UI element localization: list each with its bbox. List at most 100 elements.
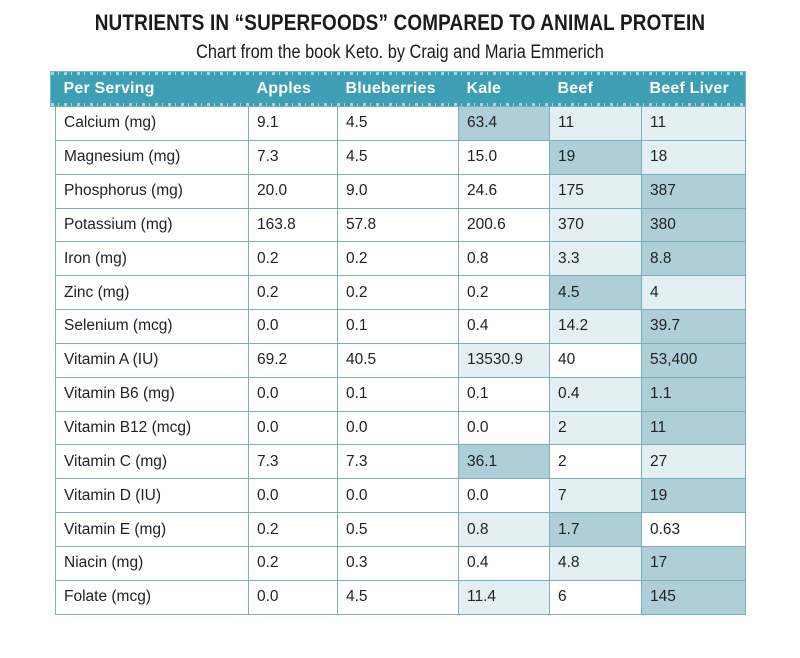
cell-kale: 15.0 (458, 139, 550, 175)
nutrient-table: Per Serving Apples Blueberries Kale Beef Beef… (55, 72, 746, 615)
cell-apples: 0.0 (248, 579, 338, 615)
cell-kale: 0.4 (458, 545, 550, 581)
cell-blueberries: 0.1 (337, 309, 459, 344)
row-label: Vitamin D (IU) (55, 478, 249, 514)
cell-beef-liver: 0.63 (641, 512, 746, 547)
cell-beef: 1.7 (549, 512, 642, 547)
cell-kale: 200.6 (458, 207, 550, 243)
cell-kale: 0.8 (458, 241, 550, 277)
cell-apples: 0.0 (248, 410, 338, 446)
cell-blueberries: 4.5 (337, 106, 459, 141)
row-label: Iron (mg) (55, 241, 249, 277)
cell-apples: 0.0 (248, 376, 338, 412)
table-row: Vitamin D (IU) 0.0 0.0 0.0 7 19 (55, 478, 746, 514)
cell-kale: 36.1 (458, 444, 550, 480)
cell-apples: 7.3 (248, 139, 338, 175)
table-row: Vitamin A (IU) 69.2 40.5 13530.9 40 53,400 (55, 342, 746, 378)
table-row: Potassium (mg) 163.8 57.8 200.6 370 380 (55, 207, 746, 243)
row-label: Vitamin E (mg) (55, 512, 249, 547)
row-label: Vitamin B6 (mg) (55, 376, 249, 412)
cell-blueberries: 7.3 (337, 444, 459, 480)
cell-kale: 11.4 (458, 579, 550, 615)
cell-beef: 2 (549, 444, 642, 480)
table-row: Magnesium (mg) 7.3 4.5 15.0 19 18 (55, 139, 746, 175)
cell-blueberries: 0.5 (337, 512, 459, 547)
table-row: Phosphorus (mg) 20.0 9.0 24.6 175 387 (55, 173, 746, 209)
cell-apples: 0.2 (248, 241, 338, 277)
cell-beef-liver: 380 (641, 207, 746, 243)
table-row: Vitamin E (mg) 0.2 0.5 0.8 1.7 0.63 (55, 512, 746, 547)
cell-beef: 2 (549, 410, 642, 446)
cell-apples: 0.0 (248, 309, 338, 344)
cell-beef: 4.5 (549, 275, 642, 311)
cell-beef: 370 (549, 207, 642, 243)
cell-blueberries: 57.8 (337, 207, 459, 243)
column-header-per-serving: Per Serving (63, 80, 155, 97)
cell-beef-liver: 27 (641, 444, 746, 480)
cell-apples: 0.2 (248, 512, 338, 547)
cell-beef-liver: 18 (641, 139, 746, 175)
row-label: Magnesium (mg) (55, 139, 249, 175)
table-row: Calcium (mg) 9.1 4.5 63.4 11 11 (55, 106, 746, 141)
cell-beef: 3.3 (549, 241, 642, 277)
row-label: Phosphorus (mg) (55, 173, 249, 209)
cell-kale: 0.1 (458, 376, 550, 412)
cell-blueberries: 0.0 (337, 478, 459, 514)
row-label: Potassium (mg) (55, 207, 249, 243)
row-label: Folate (mcg) (55, 579, 249, 615)
table-row: Folate (mcg) 0.0 4.5 11.4 6 145 (55, 579, 746, 615)
cell-kale: 0.0 (458, 410, 550, 446)
cell-kale: 0.2 (458, 275, 550, 311)
chart-subtitle: Chart from the book Keto. by Craig and M… (196, 42, 604, 63)
cell-beef: 6 (549, 579, 642, 615)
cell-beef-liver: 11 (641, 410, 746, 446)
cell-kale: 63.4 (458, 106, 550, 141)
row-label: Calcium (mg) (55, 106, 249, 141)
cell-blueberries: 40.5 (337, 342, 459, 378)
cell-kale: 0.8 (458, 512, 550, 547)
table-body: Calcium (mg) 9.1 4.5 63.4 11 11 Magnesium (mg)… (55, 106, 746, 615)
row-label: Vitamin C (mg) (55, 444, 249, 480)
cell-kale: 0.0 (458, 478, 550, 514)
table-row: Niacin (mg) 0.2 0.3 0.4 4.8 17 (55, 545, 746, 581)
cell-apples: 0.2 (248, 275, 338, 311)
row-label: Zinc (mg) (55, 275, 249, 311)
table-row: Selenium (mcg) 0.0 0.1 0.4 14.2 39.7 (55, 309, 746, 344)
cell-beef: 14.2 (549, 309, 642, 344)
cell-beef-liver: 17 (641, 545, 746, 581)
column-header-blueberries: Blueberries (345, 80, 436, 97)
cell-beef: 40 (549, 342, 642, 378)
cell-kale: 0.4 (458, 309, 550, 344)
cell-blueberries: 0.3 (337, 545, 459, 581)
cell-blueberries: 0.1 (337, 376, 459, 412)
cell-apples: 7.3 (248, 444, 338, 480)
row-label: Niacin (mg) (55, 545, 249, 581)
column-header-beef: Beef (557, 80, 593, 97)
table-row: Vitamin B6 (mg) 0.0 0.1 0.1 0.4 1.1 (55, 376, 746, 412)
cell-beef-liver: 145 (641, 579, 746, 615)
row-label: Selenium (mcg) (55, 309, 249, 344)
cell-apples: 0.0 (248, 478, 338, 514)
cell-beef-liver: 387 (641, 173, 746, 209)
column-header-kale: Kale (466, 80, 502, 97)
cell-apples: 0.2 (248, 545, 338, 581)
cell-kale: 13530.9 (458, 342, 550, 378)
cell-beef: 175 (549, 173, 642, 209)
cell-blueberries: 4.5 (337, 139, 459, 175)
cell-beef: 4.8 (549, 545, 642, 581)
table-row: Vitamin C (mg) 7.3 7.3 36.1 2 27 (55, 444, 746, 480)
table-row: Zinc (mg) 0.2 0.2 0.2 4.5 4 (55, 275, 746, 311)
row-label: Vitamin A (IU) (55, 342, 249, 378)
cell-beef-liver: 39.7 (641, 309, 746, 344)
column-header-beef-liver: Beef Liver (649, 80, 729, 97)
chart-title: NUTRIENTS IN “SUPERFOODS” COMPARED TO AN… (94, 10, 706, 35)
cell-beef-liver: 8.8 (641, 241, 746, 277)
cell-beef-liver: 11 (641, 106, 746, 141)
cell-blueberries: 4.5 (337, 579, 459, 615)
header-row: Per Serving Apples Blueberries Kale Beef Beef… (56, 72, 746, 107)
cell-beef-liver: 19 (641, 478, 746, 514)
cell-apples: 163.8 (248, 207, 338, 243)
cell-blueberries: 0.2 (337, 241, 459, 277)
cell-apples: 20.0 (248, 173, 338, 209)
cell-beef-liver: 53,400 (641, 342, 746, 378)
